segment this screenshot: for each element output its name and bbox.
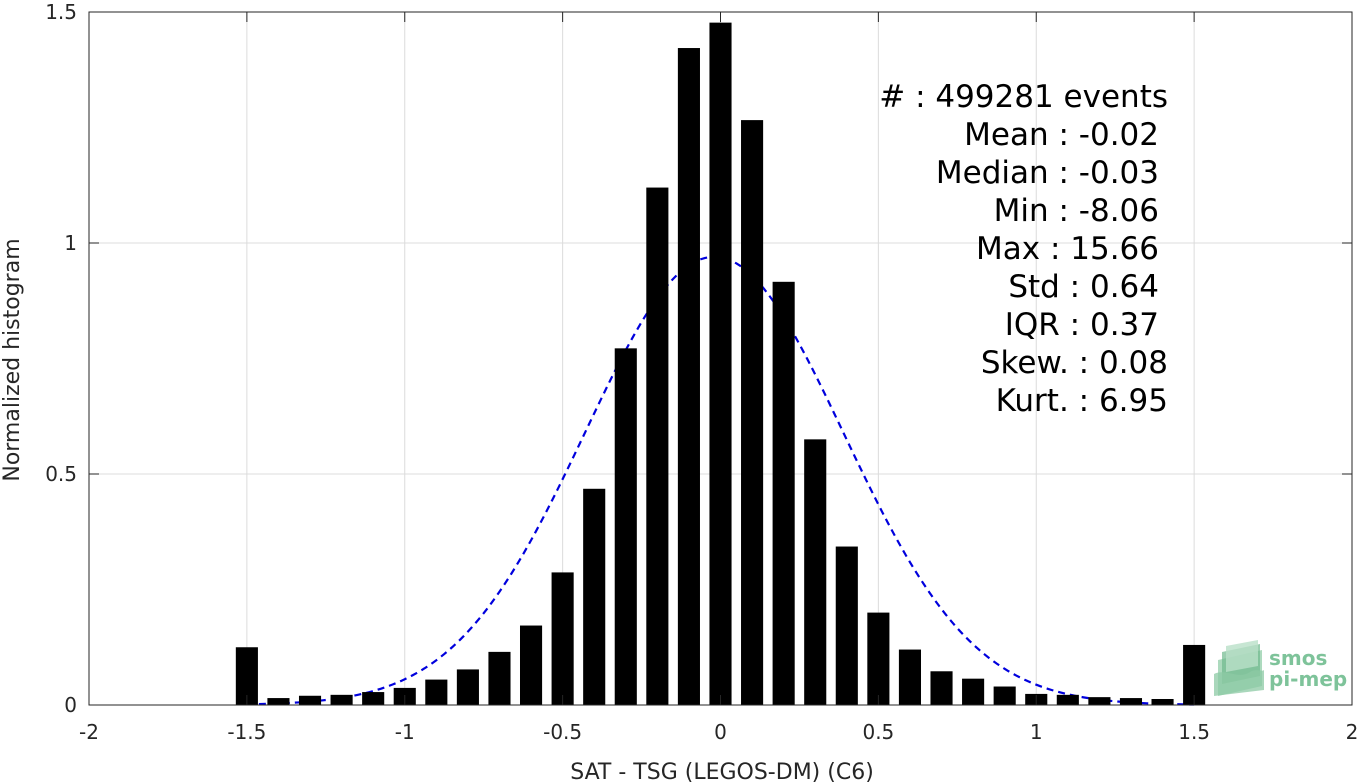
x-tick-label-6: 1 [1030, 720, 1043, 744]
bar-18 [804, 439, 827, 705]
bar-6 [425, 679, 448, 705]
y-tick-label-0: 0 [64, 693, 77, 717]
stat-line-5: Std : 0.64 [1008, 269, 1159, 305]
bar-21 [898, 649, 922, 705]
bar-27 [1088, 697, 1111, 705]
bar-28 [1119, 698, 1143, 705]
bar-2 [298, 695, 322, 705]
stat-line-6: IQR : 0.37 [1005, 307, 1159, 343]
bar-12 [614, 348, 637, 705]
bar-29 [1151, 698, 1174, 705]
bar-3 [330, 694, 353, 705]
bar-13 [646, 187, 669, 705]
bar-20 [867, 612, 890, 705]
y-tick-label-2: 1 [64, 231, 77, 255]
histogram-bars [235, 22, 1206, 706]
bar-24 [993, 686, 1016, 705]
bar-15 [709, 22, 732, 706]
stat-line-4: Max : 15.66 [976, 231, 1159, 267]
x-tick-label-2: -1 [395, 720, 415, 744]
bar-26 [1056, 694, 1079, 705]
x-tick-label-4: 0 [714, 720, 727, 744]
bar-10 [551, 572, 574, 705]
bar-22 [930, 671, 953, 705]
y-axis-label: Normalized histogram [0, 238, 25, 481]
logo-line1: smos [1269, 646, 1327, 670]
x-tick-label-7: 1.5 [1178, 720, 1210, 744]
stat-line-1: Mean : -0.02 [964, 117, 1159, 153]
logo-waves-icon [1214, 640, 1264, 696]
bar-1 [267, 698, 290, 705]
logo-line2: pi-mep [1269, 667, 1347, 691]
axis-ticks [88, 11, 1353, 706]
bar-23 [962, 678, 985, 705]
x-axis-label: SAT - TSG (LEGOS-DM) (C6) [570, 760, 874, 784]
stat-line-7: Skew. : 0.08 [981, 345, 1168, 381]
y-tick-labels: 0 0.5 1 1.5 [45, 0, 77, 717]
bar-16 [741, 120, 764, 705]
bar-4 [362, 692, 385, 705]
stat-line-8: Kurt. : 6.95 [996, 383, 1168, 419]
y-tick-label-3: 1.5 [45, 0, 77, 24]
stat-line-2: Median : -0.03 [936, 155, 1159, 191]
smos-pimep-logo: smos pi-mep [1214, 640, 1347, 696]
bar-8 [488, 651, 511, 705]
x-tick-labels: -2 -1.5 -1 -0.5 0 0.5 1 1.5 2 [79, 720, 1358, 744]
bar-11 [583, 488, 606, 705]
x-tick-label-5: 0.5 [862, 720, 894, 744]
x-tick-label-8: 2 [1346, 720, 1359, 744]
bar-9 [519, 625, 543, 705]
bar-19 [835, 546, 858, 705]
normal-fit-curve [246, 255, 1195, 706]
x-tick-label-1: -1.5 [227, 720, 266, 744]
y-tick-label-1: 0.5 [45, 462, 77, 486]
bar-30 [1183, 644, 1206, 705]
x-tick-label-0: -2 [79, 720, 99, 744]
bar-0 [235, 647, 258, 705]
bar-7 [456, 669, 479, 705]
bar-17 [772, 281, 795, 705]
bar-14 [677, 48, 700, 705]
x-tick-label-3: -0.5 [543, 720, 582, 744]
stat-line-3: Min : -8.06 [994, 193, 1159, 229]
stat-line-0: # : 499281 events [879, 79, 1168, 115]
